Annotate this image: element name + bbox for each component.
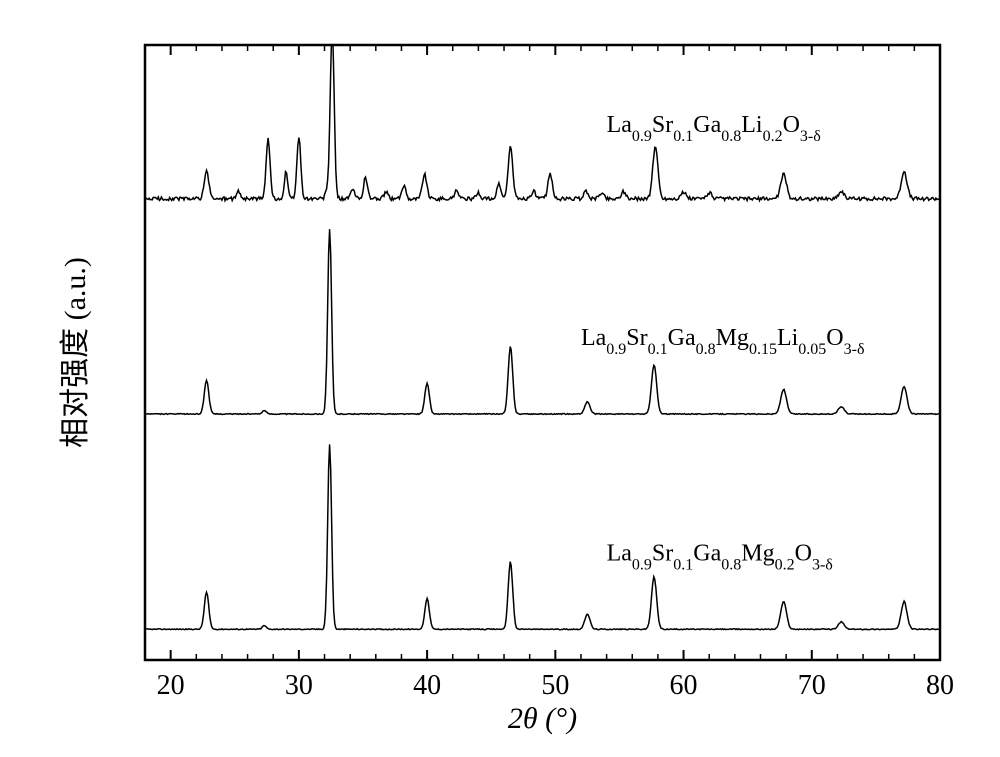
x-tick-label: 40 — [413, 670, 441, 701]
x-tick-label: 60 — [670, 670, 698, 701]
x-tick-label: 20 — [157, 670, 185, 701]
x-tick-label: 70 — [798, 670, 826, 701]
x-tick-label: 50 — [541, 670, 569, 701]
xrd-chart: 203040506070802θ (°)相对强度 (a.u.)La0.9Sr0.… — [0, 0, 1000, 757]
x-tick-label: 80 — [926, 670, 954, 701]
x-axis-label: 2θ (°) — [508, 702, 577, 735]
y-axis-label: 相对强度 (a.u.) — [59, 257, 92, 448]
x-tick-label: 30 — [285, 670, 313, 701]
